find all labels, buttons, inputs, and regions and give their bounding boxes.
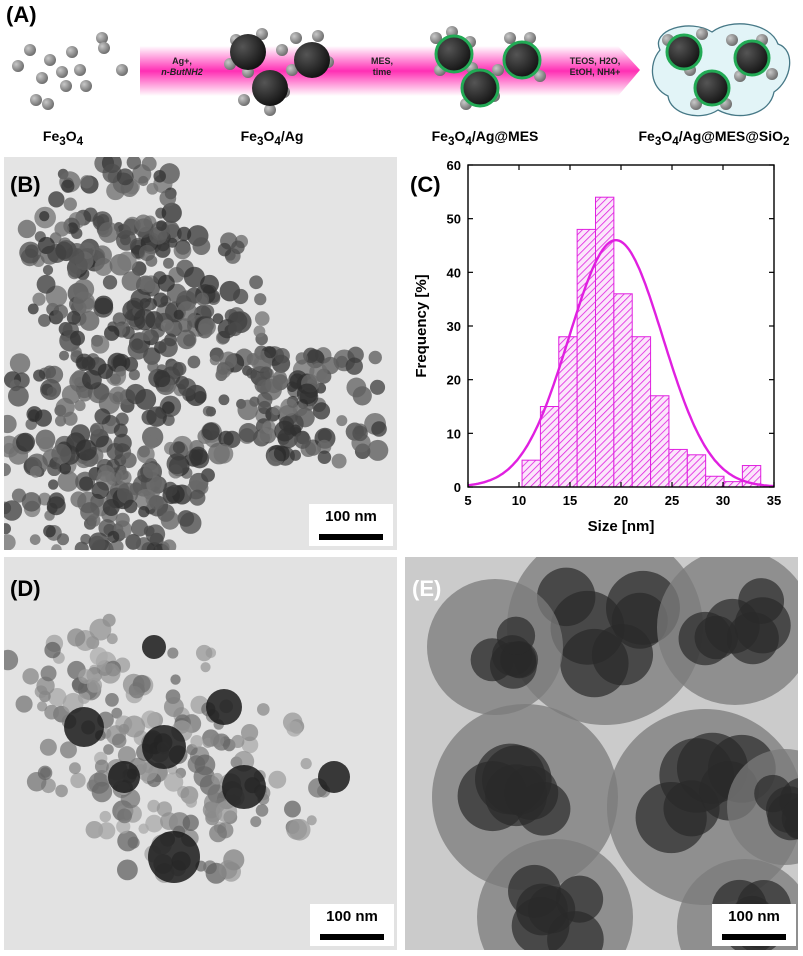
fe3o4-ag-mes-sio2-particles-icon	[651, 23, 791, 117]
y-tick-label: 30	[447, 319, 461, 334]
panel-b-label: (B)	[10, 172, 41, 197]
panel-d-label: (D)	[10, 576, 41, 601]
x-tick-label: 20	[614, 493, 628, 508]
y-tick-label: 0	[454, 480, 461, 495]
synthesis-scheme	[12, 23, 791, 117]
step1-conditions: Ag+, n-ButNH2	[161, 56, 203, 77]
y-tick-label: 50	[447, 212, 461, 227]
histogram-bar-8	[668, 448, 688, 488]
step3-conditions: TEOS, H2O, EtOH, NH4+	[569, 56, 621, 77]
fe3o4-ag-particles-icon	[224, 28, 334, 116]
label-fe3o4-ag: Fe3O4/Ag	[240, 128, 304, 148]
y-axis-label: Frequency [%]	[413, 274, 430, 377]
y-tick-label: 60	[447, 158, 461, 173]
fe3o4-ag-mes-particles-icon	[430, 26, 546, 110]
x-tick-label: 25	[665, 493, 679, 508]
histogram-bar-7	[650, 395, 670, 488]
fe3o4-particles-icon	[12, 32, 128, 110]
tem-image-d	[4, 557, 397, 950]
histogram-bar-6	[631, 336, 652, 488]
x-axis-label: Size [nm]	[588, 518, 655, 535]
gaussian-fit-curve	[467, 239, 775, 488]
scale-bar-e: 100 nm	[712, 904, 796, 946]
y-tick-label: 20	[447, 373, 461, 388]
panel-a-label: (A)	[6, 2, 37, 27]
label-fe3o4-ag-mes-sio2: Fe3O4/Ag@MES@SiO2	[638, 128, 790, 148]
label-fe3o4-ag-mes: Fe3O4/Ag@MES	[431, 128, 539, 148]
y-tick-label: 40	[447, 265, 461, 280]
tem-image-e	[405, 557, 798, 950]
step2-conditions: MES, time	[370, 56, 393, 77]
scale-bar-d: 100 nm	[310, 904, 394, 946]
tem-image-b	[4, 157, 397, 550]
y-tick-label: 10	[447, 426, 461, 441]
panel-e-label: (E)	[412, 576, 442, 601]
x-tick-label: 10	[512, 493, 526, 508]
label-fe3o4: Fe3O4	[42, 128, 84, 148]
histogram-bar-1	[539, 406, 560, 488]
panel-c-label: (C)	[410, 172, 441, 197]
size-histogram-chart: 5 10 15 20 25 30 35 0 10 20 30 40 50 60 Size [nm] Frequ…	[413, 158, 781, 535]
histogram-bar-10	[705, 475, 725, 488]
x-tick-label: 5	[464, 493, 471, 508]
histogram-bar-9	[686, 454, 707, 488]
x-tick-label: 15	[563, 493, 577, 508]
x-tick-label: 30	[716, 493, 730, 508]
histogram-bar-5	[613, 293, 633, 488]
x-tick-label: 35	[767, 493, 781, 508]
histogram-bar-0	[521, 459, 541, 488]
histogram-bar-11	[723, 481, 743, 488]
scale-bar-b: 100 nm	[309, 504, 393, 546]
